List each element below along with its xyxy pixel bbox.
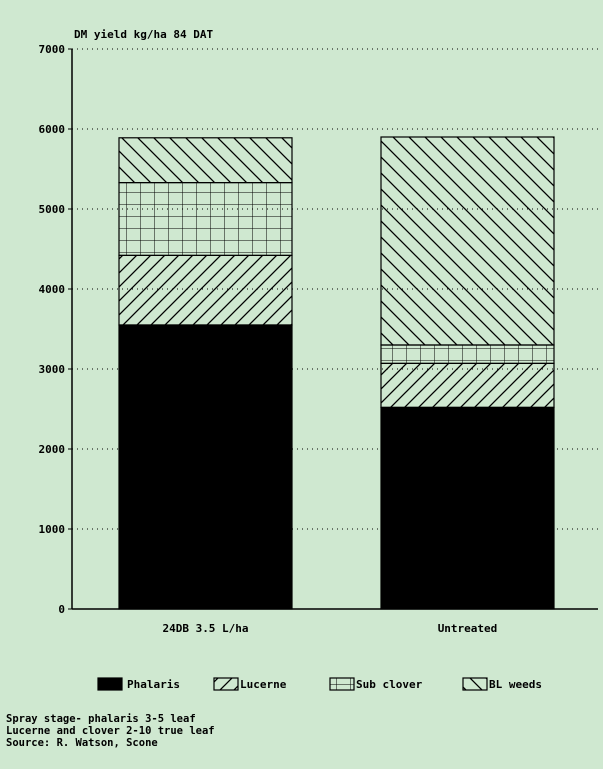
bar-phalaris-1	[118, 324, 293, 610]
y-tick-label-7000: 7000	[39, 43, 66, 56]
y-tick-label-6000: 6000	[39, 123, 66, 136]
bar-phalaris-2	[380, 406, 555, 610]
legend-label-bl-weeds: BL weeds	[489, 678, 542, 691]
legend-label-phalaris: Phalaris	[127, 678, 180, 691]
bar-sub-clover-2	[380, 344, 555, 364]
y-tick-label-2000: 2000	[39, 443, 66, 456]
legend-swatch-sub-clover	[329, 677, 355, 691]
legend-swatch-phalaris	[97, 677, 123, 691]
note-spray-stage: Spray stage- phalaris 3-5 leaf	[6, 713, 196, 725]
chart-title: DM yield kg/ha 84 DAT	[74, 28, 213, 41]
legend-label-lucerne: Lucerne	[240, 678, 287, 691]
legend-swatch-lucerne	[213, 677, 239, 691]
y-tick-label-4000: 4000	[39, 283, 66, 296]
legend-swatch-bl-weeds	[462, 677, 488, 691]
note-source: Source: R. Watson, Scone	[6, 737, 158, 749]
note-leaf-stage: Lucerne and clover 2-10 true leaf	[6, 725, 215, 737]
bar-lucerne-1	[118, 254, 293, 326]
y-tick-label-0: 0	[58, 603, 65, 616]
x-tick-label-2: Untreated	[438, 622, 498, 635]
legend: Phalaris Lucerne Sub clover BL weeds	[97, 677, 542, 691]
y-tick-label-3000: 3000	[39, 363, 66, 376]
y-tick-label-1000: 1000	[39, 523, 66, 536]
x-tick-label-1: 24DB 3.5 L/ha	[162, 622, 248, 635]
bar-bl-weeds-1	[118, 137, 293, 184]
legend-label-sub-clover: Sub clover	[356, 678, 423, 691]
bar-lucerne-2	[380, 362, 555, 408]
bar-sub-clover-1	[118, 182, 293, 257]
y-tick-label-5000: 5000	[39, 203, 66, 216]
bar-bl-weeds-2	[380, 136, 555, 346]
bars	[118, 136, 555, 610]
